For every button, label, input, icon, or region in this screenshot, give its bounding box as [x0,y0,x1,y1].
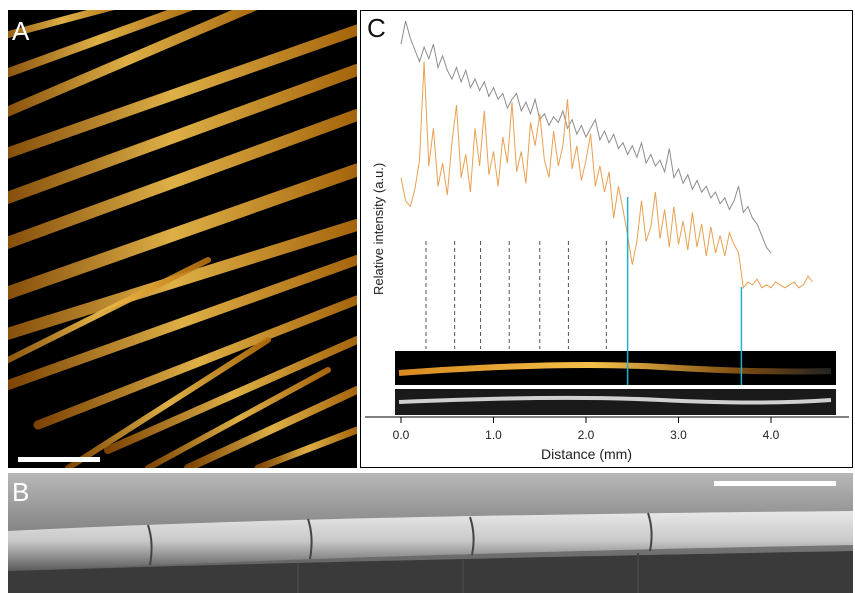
fin-rays-fluorescence [8,10,357,468]
x-tick-label-3: 2.0 [578,428,595,442]
fin-ray-11 [184,386,357,468]
series-line-1 [400,20,772,254]
sem-joints [147,512,653,593]
fin-ray-10 [104,336,357,454]
fin-ray-9 [33,295,357,430]
intensity-profile-plot: 0.0 1.0 2.0 3.0 4.0 Relative intensity (a.u.… [365,20,849,462]
panel-a-fluorescence-image: A [8,10,357,468]
fin-ray-5 [8,109,357,250]
fin-ray-sem [8,473,853,593]
panel-label-b: B [12,477,30,507]
fin-ray-14 [8,257,211,364]
scale-bar-a [18,457,100,462]
panel-label-a: A [12,16,30,46]
fin-ray-16 [145,367,331,468]
fin-ray-4 [8,64,357,205]
fin-ray-2 [8,10,258,117]
fin-ray-13 [8,10,115,39]
panel-b-sem-image: B [8,473,853,593]
fin-ray-6 [8,163,357,300]
x-tick-label-1: 0.0 [393,428,410,442]
fin-ray-12 [254,426,357,468]
scale-bar-b [714,481,836,486]
series-line-2 [400,61,813,290]
x-tick-label-4: 3.0 [670,428,687,442]
fin-ray-3 [8,24,357,159]
sem-ray-body [8,511,853,571]
panel-label-c: C [367,13,386,43]
fin-ray-7 [8,219,357,341]
sem-strip-ray [398,395,832,405]
fluorescence-strip-ray [398,362,832,376]
fin-ray-15 [65,337,271,468]
x-tick-label-2: 1.0 [485,428,502,442]
panel-c-intensity-chart: 0.0 1.0 2.0 3.0 4.0 Relative intensity (a.u.… [360,10,853,468]
x-axis-label: Distance (mm) [541,446,632,462]
fin-ray-1 [8,10,194,78]
sem-lower-ray [8,551,853,593]
x-tick-label-5: 4.0 [763,428,780,442]
fin-ray-8 [8,255,357,390]
y-axis-label: Relative intensity (a.u.) [371,163,386,295]
